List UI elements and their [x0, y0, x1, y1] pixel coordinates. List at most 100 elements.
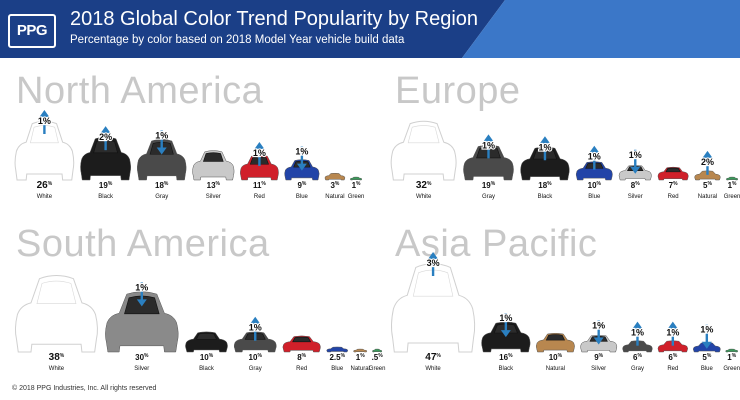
car-bar-natural [535, 332, 575, 353]
value-label: 19% [482, 181, 496, 190]
trend-arrowhead [667, 321, 678, 329]
trend-arrowhead [589, 145, 600, 153]
trend-arrowhead [701, 341, 712, 349]
category-label: Black [499, 366, 515, 372]
value-unit: % [491, 181, 496, 187]
trend-arrowhead [632, 321, 643, 329]
trend-arrowhead [593, 337, 604, 345]
region-title-asia-pacific: Asia Pacific [395, 223, 598, 265]
category-label: Blue [331, 366, 344, 372]
value-label: 47% [425, 352, 441, 363]
trend-arrowhead [254, 142, 265, 150]
category-label: Red [254, 194, 265, 200]
value-unit: % [164, 181, 169, 187]
value-label: 9% [297, 181, 306, 190]
value-label: 8% [297, 353, 306, 362]
value-label: 18% [155, 181, 169, 190]
category-label: White [425, 366, 441, 372]
car-bar-gray [233, 331, 277, 353]
value-label: 10% [249, 353, 263, 362]
value-label: 6% [668, 353, 677, 362]
car-bar-green [350, 176, 363, 181]
car-bar-black [80, 136, 131, 181]
value-unit: % [673, 181, 678, 187]
car-bar-silver [192, 150, 235, 181]
value-label: 9% [594, 353, 603, 362]
category-label: Black [538, 194, 554, 200]
value-unit: % [257, 353, 262, 359]
trend-arrowhead [250, 316, 261, 324]
car-bar-natural [694, 170, 721, 181]
trend-change-label: 1% [666, 328, 679, 338]
category-label: Natural [351, 366, 370, 372]
category-label: Blue [588, 194, 601, 200]
value-unit: % [378, 353, 383, 359]
value-unit: % [48, 181, 53, 187]
car-windshield [292, 336, 312, 343]
car-windshield [195, 333, 217, 340]
trend-arrowhead [136, 299, 147, 307]
trend-arrowhead [428, 252, 439, 259]
car-bar-green [726, 176, 739, 181]
category-label: Silver [134, 366, 149, 372]
car-bar-blue [575, 161, 613, 181]
value-unit: % [673, 353, 678, 359]
car-bar-red [657, 340, 688, 353]
car-windshield [36, 280, 77, 304]
category-label: Red [667, 366, 678, 372]
value-unit: % [436, 353, 441, 359]
category-label: Gray [482, 194, 495, 200]
category-label: White [37, 194, 53, 200]
trend-change-label: 1% [538, 142, 551, 152]
copyright-footer: © 2018 PPG Industries, Inc. All rights r… [12, 385, 157, 392]
car-windshield [545, 334, 566, 341]
car-windshield [665, 167, 681, 173]
header-banner: PPG 2018 Global Color Trend Popularity b… [0, 0, 740, 58]
value-unit: % [597, 181, 602, 187]
chart-panel-asia-pacific: 47% White 3% 16% Black 1% 10% Natural 9% Silver 1%… [390, 252, 740, 372]
car-bar-black [520, 146, 570, 181]
value-unit: % [599, 353, 604, 359]
value-unit: % [637, 353, 642, 359]
page-title: 2018 Global Color Trend Popularity by Re… [70, 8, 479, 30]
category-label: White [416, 194, 432, 200]
trend-change-label: 1% [588, 152, 601, 162]
trend-change-label: 2% [99, 132, 112, 142]
car-bar-blue [326, 346, 348, 353]
value-unit: % [547, 181, 552, 187]
value-unit: % [209, 353, 214, 359]
trend-change-label: 3% [427, 258, 440, 268]
value-label: 2.5% [329, 353, 345, 362]
trend-arrowhead [630, 166, 641, 174]
value-unit: % [360, 353, 365, 359]
category-label: Red [296, 366, 307, 372]
car-bar-gray [622, 340, 653, 353]
trend-arrowhead [500, 330, 511, 338]
value-label: 19% [99, 181, 113, 190]
car-bar-natural [324, 172, 346, 181]
category-label: Natural [325, 194, 344, 200]
category-label: Natural [698, 194, 717, 200]
region-title-south-america: South America [16, 223, 270, 265]
category-label: Gray [249, 366, 262, 372]
trend-arrowhead [39, 110, 50, 117]
trend-change-label: 1% [592, 321, 605, 331]
trend-arrowhead [100, 126, 111, 134]
category-label: White [49, 366, 65, 372]
car-bar-white [390, 120, 457, 181]
value-unit: % [356, 181, 361, 187]
trend-change-label: 1% [499, 313, 512, 323]
logo-text: PPG [16, 22, 48, 39]
value-label: 10% [588, 181, 602, 190]
car-bar-green [725, 348, 739, 353]
value-unit: % [427, 181, 432, 187]
trend-change-label: 1% [155, 130, 168, 140]
category-label: Silver [628, 194, 643, 200]
category-label: Blue [296, 194, 309, 200]
value-label: 6% [633, 353, 642, 362]
value-label: 7% [669, 181, 678, 190]
category-label: Blue [701, 366, 714, 372]
value-unit: % [732, 353, 737, 359]
car-bar-gray [137, 139, 187, 181]
value-label: 1% [352, 181, 361, 190]
